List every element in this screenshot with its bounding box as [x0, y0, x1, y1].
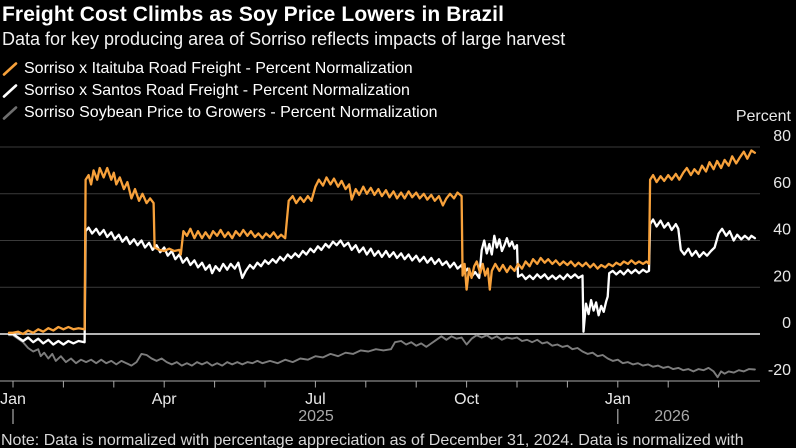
- x-tick-label: Jan: [605, 391, 631, 408]
- legend: Sorriso x Itaituba Road Freight - Percen…: [2, 58, 438, 124]
- y-tick-label: 0: [782, 315, 791, 332]
- legend-item-santos[interactable]: Sorriso x Santos Road Freight - Percent …: [2, 80, 438, 102]
- legend-item-itaituba[interactable]: Sorriso x Itaituba Road Freight - Percen…: [2, 58, 438, 80]
- white-slash-icon: [2, 84, 18, 98]
- chart-title: Freight Cost Climbs as Soy Price Lowers …: [2, 3, 505, 26]
- legend-item-soybean-price[interactable]: Sorriso Soybean Price to Growers - Perce…: [2, 102, 438, 124]
- y-tick-label: 40: [773, 222, 791, 239]
- orange-slash-icon: [2, 62, 18, 76]
- year-label: 2025: [298, 408, 334, 425]
- year-label: 2026: [654, 408, 690, 425]
- legend-label: Sorriso Soybean Price to Growers - Perce…: [24, 104, 438, 121]
- x-tick-label: Apr: [152, 391, 178, 408]
- legend-label: Sorriso x Santos Road Freight - Percent …: [24, 82, 410, 99]
- footnote: Note: Data is normalized with percentage…: [1, 432, 744, 448]
- line-chart-plot[interactable]: 80 60 40 20 0 -20 Percent Jan Apr Jul Oct Jan 2025 20…: [0, 98, 796, 430]
- legend-label: Sorriso x Itaituba Road Freight - Percen…: [24, 60, 413, 77]
- series-line-itaituba: [7, 149, 757, 336]
- y-tick-label: 60: [773, 175, 791, 192]
- series-line-santos: [7, 218, 757, 346]
- gray-slash-icon: [2, 106, 18, 120]
- chart-subtitle: Data for key producing area of Sorriso r…: [2, 29, 566, 49]
- y-axis-title: Percent: [736, 108, 792, 125]
- x-tick-label: Oct: [454, 391, 479, 408]
- y-tick-label: -20: [768, 362, 791, 379]
- series-line-soybean-price: [8, 334, 756, 379]
- y-tick-label: 20: [773, 268, 791, 285]
- x-tick-label: Jul: [305, 391, 325, 408]
- x-tick-label: Jan: [0, 391, 26, 408]
- y-tick-label: 80: [773, 128, 791, 145]
